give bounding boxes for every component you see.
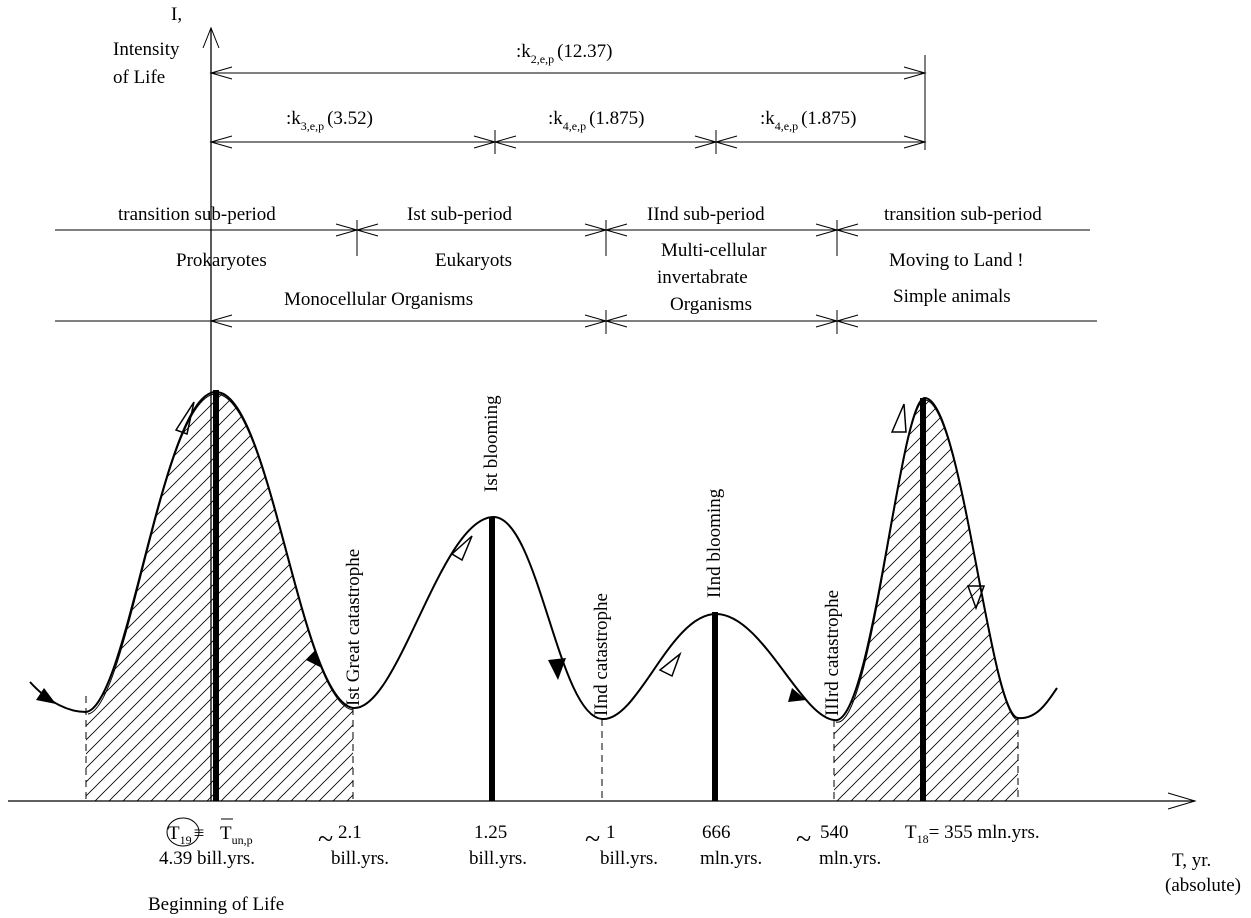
intensity-curve [29, 390, 1058, 723]
event-iiird-catastrophe: IIIrd catastrophe [822, 590, 843, 716]
curve-direction-arrows [29, 401, 986, 704]
time-label-2-1-unit: bill.yrs. [331, 848, 389, 869]
prokaryotes-label: Prokaryotes [176, 250, 267, 271]
time-label-1: 1 [606, 822, 616, 843]
time-label-1-25: 1.25 [474, 822, 507, 843]
time-label-540: 540 [820, 822, 849, 843]
svg-text:T19≡: T19 ≡ [168, 823, 204, 847]
sub-period-1: Ist sub-period [407, 204, 513, 225]
time-label-1-unit: bill.yrs. [600, 848, 658, 869]
time-bars [213, 390, 926, 801]
k2-dimension-line [209, 55, 927, 150]
eukaryots-label: Eukaryots [435, 250, 512, 271]
y-axis-label-3: of Life [113, 67, 165, 88]
event-iind-blooming: IInd blooming [704, 488, 725, 598]
organism-period-line [55, 310, 1097, 334]
time-label-540-unit: mln.yrs. [819, 848, 881, 869]
y-axis-label-2: Intensity [113, 39, 180, 60]
time-label-666-unit: mln.yrs. [700, 848, 762, 869]
k2-label: :k2,e,p (12.37) [516, 41, 613, 66]
k3-label: :k3,e,p (3.52) [286, 108, 373, 133]
simple-animals-label: Simple animals [893, 286, 1011, 307]
event-iind-catastrophe: IInd catastrophe [591, 593, 612, 716]
time-label-2-1: 2.1 [338, 822, 362, 843]
k3-dimension-line [209, 130, 927, 154]
time-label-t19: T19 ≡ Tun,p 4.39 bill.yrs. [159, 817, 255, 869]
y-axis-label-1: I, [171, 4, 182, 25]
event-ist-great-catastrophe: Ist Great catastrophe [343, 549, 364, 706]
dashed-guides [85, 696, 1019, 801]
sub-period-2: IInd sub-period [647, 204, 765, 225]
k4-label-2: :k4,e,p (1.875) [760, 108, 857, 133]
multicellular-label-3: Organisms [670, 294, 752, 315]
event-ist-blooming: Ist blooming [481, 395, 502, 492]
svg-text:Tun,p: Tun,p [220, 823, 253, 847]
time-label-1-25-unit: bill.yrs. [469, 848, 527, 869]
k4-label-1: :k4,e,p (1.875) [548, 108, 645, 133]
multicellular-label-2: invertabrate [657, 267, 748, 288]
sub-period-transition-1: transition sub-period [118, 204, 276, 225]
moving-to-land-label: Moving to Land ! [889, 250, 1024, 271]
sub-period-line [55, 220, 1090, 256]
time-label-666: 666 [702, 822, 731, 843]
monocellular-label: Monocellular Organisms [284, 289, 473, 310]
time-label-t18: T18= 355 mln.yrs. [905, 822, 1040, 846]
tilde-540: ~ [796, 824, 811, 855]
tilde-1: ~ [585, 824, 600, 855]
t19-value: 4.39 bill.yrs. [159, 848, 255, 869]
x-axis-label-1: T, yr. [1172, 850, 1211, 871]
x-axis-label-2: (absolute) [1165, 875, 1241, 896]
x-axis [8, 792, 1197, 810]
multicellular-label-1: Multi-cellular [661, 240, 767, 261]
sub-period-transition-2: transition sub-period [884, 204, 1042, 225]
y-axis [202, 26, 220, 801]
hatched-region-left [86, 391, 353, 801]
tilde-2-1: ~ [318, 824, 333, 855]
beginning-of-life-label: Beginning of Life [148, 894, 284, 915]
